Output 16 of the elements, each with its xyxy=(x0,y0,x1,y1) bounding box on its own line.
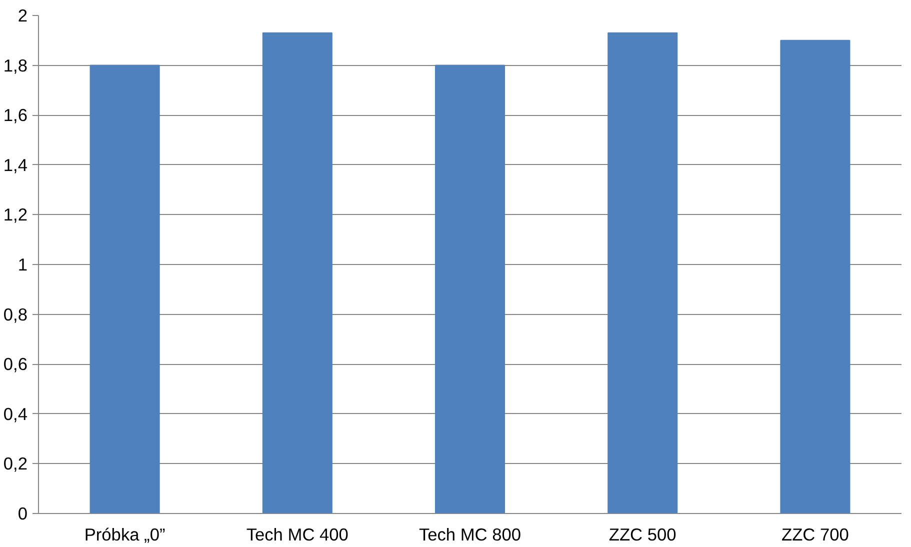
y-tick-label: 1 xyxy=(18,254,28,274)
y-tick-label: 1,2 xyxy=(3,204,28,225)
y-tick-label: 0,8 xyxy=(3,304,28,324)
x-tick-label: Tech MC 400 xyxy=(246,524,348,544)
y-tick-label: 1,8 xyxy=(3,55,28,76)
x-tick-label: Tech MC 800 xyxy=(418,524,522,544)
y-tick-label: 2 xyxy=(18,6,28,26)
y-tick-label: 0,2 xyxy=(3,454,28,474)
x-tick-label: ZZC 500 xyxy=(608,524,676,544)
x-tick-label: ZZC 700 xyxy=(781,524,849,544)
x-tick-label: Próbka „0” xyxy=(84,524,166,544)
y-tick-label: 1,6 xyxy=(3,105,28,126)
y-tick-label: 0,6 xyxy=(3,354,28,374)
y-tick-label: 0,4 xyxy=(3,404,28,424)
y-tick-label: 0 xyxy=(18,504,28,524)
y-tick-label: 1,4 xyxy=(3,154,28,175)
